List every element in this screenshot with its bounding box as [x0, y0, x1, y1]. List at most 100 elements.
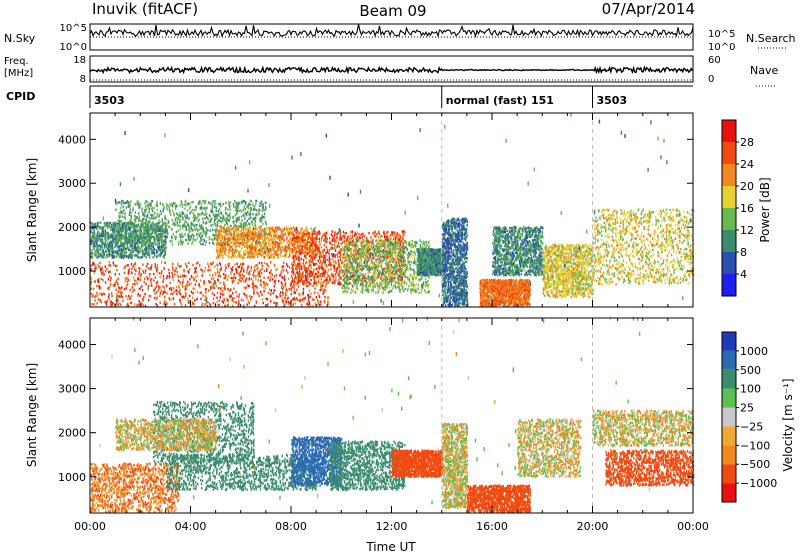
data-cell	[135, 229, 138, 233]
data-cell	[310, 240, 312, 243]
data-cell	[115, 222, 117, 225]
data-cell	[106, 231, 108, 234]
data-cell	[279, 253, 281, 257]
data-cell	[243, 270, 245, 273]
data-cell	[133, 279, 136, 282]
data-cell	[296, 230, 299, 233]
data-cell	[120, 229, 123, 233]
data-cell	[291, 241, 293, 245]
data-cell	[221, 290, 224, 293]
data-cell	[237, 202, 240, 206]
data-cell	[173, 221, 175, 224]
data-cell	[148, 276, 151, 279]
data-cell	[218, 208, 220, 211]
data-cell	[310, 236, 312, 239]
data-cell	[296, 265, 299, 268]
data-cell	[100, 234, 102, 237]
data-cell	[254, 244, 256, 247]
data-cell	[164, 290, 166, 293]
data-cell	[190, 222, 193, 225]
data-cell	[313, 298, 315, 301]
data-cell	[282, 248, 285, 252]
data-cell	[215, 206, 217, 209]
data-cell	[93, 241, 96, 245]
data-cell	[198, 200, 200, 203]
data-cell	[190, 290, 193, 293]
data-cell	[276, 241, 278, 244]
data-cell	[401, 240, 403, 243]
data-cell	[147, 205, 150, 208]
data-cell	[246, 268, 249, 271]
data-cell	[272, 234, 275, 238]
data-cell	[119, 234, 121, 237]
data-cell	[333, 268, 336, 271]
data-cell	[95, 254, 97, 257]
data-cell	[245, 243, 248, 247]
data-cell	[94, 232, 96, 236]
data-cell	[319, 260, 322, 263]
data-cell	[224, 304, 226, 307]
data-cell	[148, 224, 150, 227]
data-cell	[251, 249, 253, 252]
data-cell	[284, 285, 287, 288]
data-cell	[216, 291, 219, 295]
data-cell	[119, 245, 121, 248]
data-cell	[105, 236, 108, 240]
data-cell	[263, 261, 266, 265]
data-cell	[271, 247, 273, 250]
data-cell	[159, 234, 162, 237]
data-cell	[288, 239, 290, 243]
data-cell	[238, 295, 240, 299]
data-cell	[279, 246, 282, 249]
data-cell	[301, 273, 303, 276]
data-cell	[119, 225, 121, 228]
data-cell	[229, 296, 231, 299]
data-cell	[194, 299, 196, 302]
data-cell	[297, 235, 299, 239]
data-cell	[261, 261, 263, 265]
data-cell	[235, 290, 237, 294]
data-cell	[157, 254, 160, 257]
data-cell	[181, 296, 183, 299]
data-cell	[138, 299, 140, 303]
data-cell	[235, 246, 237, 249]
data-cell	[239, 230, 242, 233]
data-cell	[312, 241, 314, 244]
data-cell	[231, 241, 234, 244]
data-cell	[160, 246, 162, 249]
data-cell	[232, 300, 234, 303]
data-cell	[124, 232, 126, 235]
data-cell	[317, 275, 320, 278]
data-cell	[259, 233, 261, 236]
data-cell	[260, 220, 262, 223]
data-cell	[119, 227, 121, 230]
data-cell	[338, 281, 340, 284]
data-cell	[94, 267, 96, 270]
data-cell	[265, 297, 267, 300]
data-cell	[310, 274, 312, 278]
data-cell	[189, 238, 192, 242]
data-cell	[123, 221, 125, 225]
data-cell	[215, 284, 218, 288]
data-cell	[233, 287, 235, 290]
data-cell	[254, 246, 256, 249]
data-cell	[282, 261, 285, 264]
data-cell	[261, 242, 263, 245]
data-cell	[205, 227, 207, 230]
data-cell	[123, 267, 125, 270]
data-cell	[250, 208, 253, 211]
data-cell	[188, 207, 191, 210]
data-cell	[90, 287, 92, 290]
data-cell	[224, 284, 226, 288]
data-cell	[260, 272, 263, 275]
data-cell	[327, 296, 330, 299]
data-cell	[332, 239, 335, 242]
data-cell	[108, 244, 110, 247]
data-cell	[109, 247, 112, 251]
data-cell	[90, 255, 92, 259]
data-cell	[170, 286, 172, 290]
data-cell	[102, 228, 104, 232]
data-cell	[236, 206, 238, 210]
data-cell	[196, 223, 198, 227]
data-cell	[96, 240, 98, 243]
